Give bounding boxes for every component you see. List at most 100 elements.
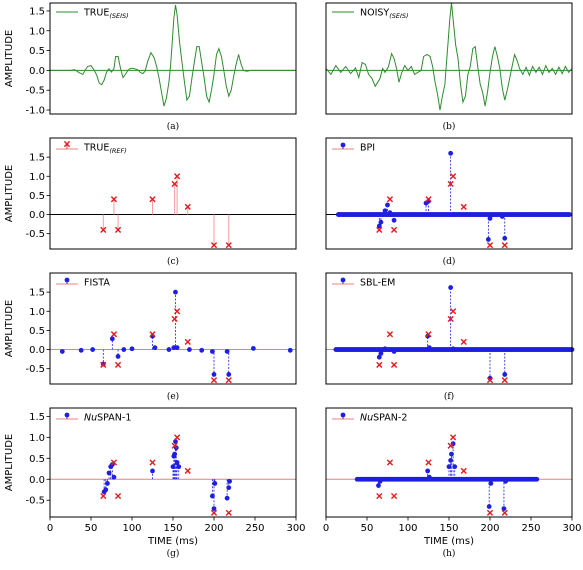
x-axis-label: TIME (ms) <box>147 536 198 547</box>
x-tick-label: 50 <box>361 523 374 534</box>
true-marker-2 <box>390 226 398 233</box>
est-point-14 <box>187 347 192 352</box>
est-point-9 <box>450 212 456 217</box>
axes-frame <box>325 407 573 518</box>
true-marker-6 <box>460 203 467 210</box>
true-marker-0 <box>376 226 383 233</box>
true-marker-2 <box>390 492 398 500</box>
panels-group: 1.51.00.50.0-0.5-1.0TRUE(SEIS)(a)NOISY(S… <box>4 2 582 559</box>
panel-e: 1.5 1.0 0.5 0.0 -0.5 FISTA (e) <box>25 272 297 402</box>
y-axis-label: AMPLITUDE <box>4 434 15 491</box>
est-point-17 <box>211 372 217 377</box>
true-marker-2 <box>114 492 122 500</box>
legend-label-main: TRUE <box>83 8 109 19</box>
true-marker-4 <box>447 315 454 323</box>
x-tick-label: 150 <box>163 523 182 534</box>
true-marker-8 <box>501 242 508 249</box>
est-point-11 <box>171 345 177 351</box>
est-point-4 <box>387 210 393 216</box>
true-marker-5 <box>174 308 181 315</box>
y-tick-label: 0.5 <box>29 326 45 337</box>
y-tick-label: 1.5 <box>29 153 45 164</box>
x-tick-label: 0 <box>323 523 329 534</box>
legend-label-sub: (SEIS) <box>389 12 408 20</box>
est-point-2 <box>382 346 388 352</box>
true-marker-1 <box>386 196 394 203</box>
est-point-0 <box>59 349 65 354</box>
true-marker-5 <box>450 434 457 441</box>
true-marker-1 <box>110 459 118 466</box>
est-point-6 <box>121 347 127 352</box>
axes-frame <box>49 272 297 385</box>
true-marker-3 <box>149 196 156 203</box>
est-point-10 <box>166 347 172 352</box>
est-point-6 <box>448 285 454 290</box>
axes-frame <box>49 2 297 115</box>
est-point-4 <box>446 464 452 470</box>
y-tick-label: 0.5 <box>29 454 45 465</box>
panel-caption: (h) <box>443 548 456 559</box>
true-marker-7 <box>486 242 494 249</box>
true-marker-5 <box>450 173 457 180</box>
est-point-1 <box>103 487 109 493</box>
est-point-18 <box>224 495 230 501</box>
est-point-6 <box>111 474 117 480</box>
est-point-7 <box>129 346 135 352</box>
true-marker-4 <box>171 315 178 323</box>
est-point-0 <box>376 354 382 360</box>
x-tick-label: 100 <box>398 523 417 534</box>
est-point-8 <box>448 150 454 156</box>
true-marker-8 <box>225 242 232 249</box>
x-tick-label: 300 <box>286 523 305 534</box>
x-tick-label: 50 <box>85 523 98 534</box>
axes-frame <box>325 272 573 385</box>
true-marker-2 <box>114 361 122 368</box>
true-marker-7 <box>210 377 218 384</box>
est-point-7 <box>150 468 155 474</box>
true-marker-7 <box>210 509 218 516</box>
legend-label: BPI <box>360 143 375 154</box>
legend-label: FISTA <box>84 278 110 289</box>
panel-c: 1.5 1.0 0.5 0.0 -0.5 TRUE(REF) (c) <box>25 137 297 267</box>
x-tick-label: 300 <box>562 523 581 534</box>
est-point-21 <box>287 347 293 353</box>
y-tick-label: 0.0 <box>29 475 45 486</box>
baseline-point <box>567 212 572 217</box>
est-point-12 <box>173 289 178 295</box>
legend-label: SBL-EM <box>360 278 395 289</box>
est-point-1 <box>378 350 384 356</box>
est-point-17 <box>212 481 218 486</box>
axes-frame <box>49 407 297 518</box>
true-marker-7 <box>486 377 494 384</box>
true-marker-4 <box>171 442 178 449</box>
est-point-9 <box>486 504 492 509</box>
legend-label-main: TRUE <box>83 143 109 154</box>
est-point-10 <box>487 215 493 221</box>
est-point-0 <box>376 223 382 229</box>
est-point-15 <box>199 347 205 353</box>
true-marker-6 <box>460 338 467 345</box>
true-marker-1 <box>386 331 394 338</box>
est-point-20 <box>250 346 256 351</box>
est-point-5 <box>115 354 121 359</box>
true-marker-3 <box>149 459 156 466</box>
y-tick-label: -0.5 <box>25 364 45 375</box>
est-point-0 <box>376 483 381 488</box>
y-tick-label: 0.0 <box>29 210 45 221</box>
x-tick-label: 150 <box>439 523 458 534</box>
legend-label: NOISY(SEIS) <box>360 8 409 21</box>
true-marker-6 <box>184 338 191 345</box>
y-axis-label: AMPLITUDE <box>4 30 15 87</box>
est-point-18 <box>224 349 230 354</box>
x-tick-label: 200 <box>204 523 223 534</box>
true-marker-6 <box>184 203 191 210</box>
est-point-1 <box>78 347 84 353</box>
x-axis-label: TIME (ms) <box>423 536 474 547</box>
est-point-2 <box>105 481 110 486</box>
x-tick-label: 250 <box>521 523 540 534</box>
true-marker-0 <box>100 492 107 500</box>
true-marker-2 <box>390 361 398 368</box>
est-point-15 <box>209 493 215 499</box>
y-tick-label: 0.5 <box>29 46 45 57</box>
est-point-3 <box>106 470 112 476</box>
